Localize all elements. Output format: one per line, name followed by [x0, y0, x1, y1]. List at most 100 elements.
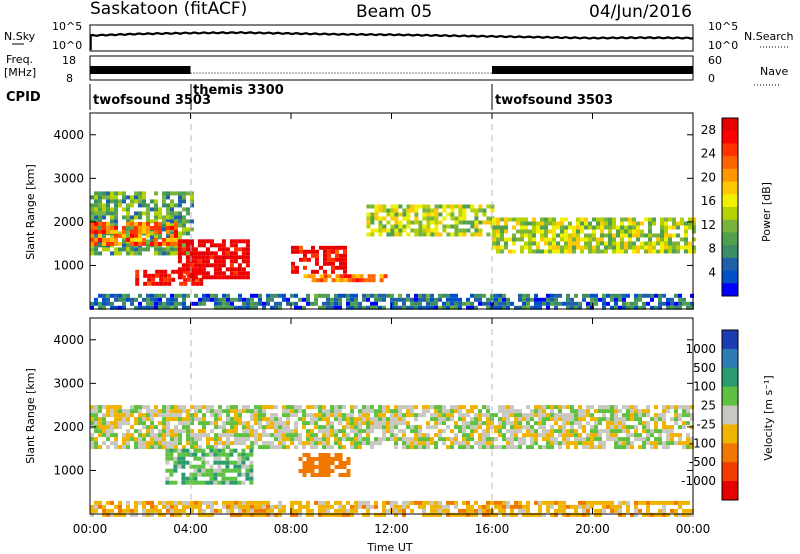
power-cell	[343, 249, 347, 254]
power-cell	[506, 301, 510, 306]
power-cell	[126, 207, 130, 212]
velocity-cell	[217, 468, 222, 473]
power-cell	[138, 191, 142, 196]
power-cell	[142, 225, 146, 230]
power-cell	[446, 232, 451, 237]
power-cell	[118, 231, 122, 236]
velocity-cell	[322, 429, 326, 434]
power-cell	[126, 231, 130, 236]
velocity-cell	[626, 508, 630, 513]
velocity-cell	[242, 508, 246, 513]
velocity-cell	[318, 453, 323, 457]
velocity-cell	[165, 476, 170, 481]
power-cell	[386, 232, 391, 237]
power-cell	[138, 305, 142, 310]
power-cell	[536, 249, 540, 254]
velocity-cell	[362, 421, 366, 426]
power-cell	[382, 293, 386, 298]
velocity-cell	[614, 425, 618, 430]
power-cell	[554, 301, 558, 306]
power-cell	[398, 228, 403, 233]
velocity-cell	[326, 441, 330, 446]
velocity-cell	[186, 421, 190, 426]
velocity-cell	[181, 480, 186, 485]
velocity-cell	[602, 441, 606, 446]
velocity-cell	[106, 413, 110, 418]
velocity-cell	[338, 453, 343, 457]
velocity-cell	[510, 413, 514, 418]
velocity-cell	[182, 429, 186, 434]
velocity-cell	[334, 405, 338, 410]
velocity-cell	[630, 405, 634, 410]
power-cell	[430, 305, 434, 310]
velocity-cell	[258, 512, 262, 517]
power-cell	[162, 241, 166, 246]
power-cell	[604, 221, 608, 226]
velocity-cell	[566, 413, 570, 418]
power-cell	[386, 293, 390, 298]
power-cell	[374, 301, 378, 306]
velocity-cell	[610, 417, 614, 422]
power-cell	[106, 301, 110, 306]
date-title: 04/Jun/2016	[589, 2, 692, 22]
velocity-cell	[154, 504, 158, 509]
power-cell	[552, 229, 556, 234]
velocity-cell	[338, 457, 343, 461]
power-cell	[554, 305, 558, 310]
power-cell	[150, 231, 154, 236]
velocity-cell	[354, 441, 358, 446]
power-cell	[189, 255, 194, 260]
power-cell	[201, 263, 206, 268]
velocity-cell	[310, 433, 314, 438]
power-cell	[406, 204, 411, 209]
power-cell	[526, 305, 530, 310]
velocity-cell	[542, 421, 546, 426]
velocity-cell	[554, 512, 558, 517]
velocity-cell	[530, 445, 534, 450]
power-cell	[584, 245, 588, 250]
power-cell	[594, 301, 598, 306]
velocity-cell	[217, 464, 222, 469]
power-cell	[245, 271, 250, 276]
power-cell	[546, 293, 550, 298]
velocity-cell	[534, 512, 538, 517]
power-cell	[520, 217, 524, 222]
power-cell	[246, 301, 250, 306]
power-cell	[394, 297, 398, 302]
velocity-cell	[686, 441, 690, 446]
velocity-cell	[558, 417, 562, 422]
velocity-cell	[210, 421, 214, 426]
velocity-cell	[150, 433, 154, 438]
power-cell	[90, 211, 94, 216]
velocity-cell	[390, 417, 394, 422]
velocity-cell	[246, 445, 250, 450]
velocity-cell	[278, 425, 282, 430]
power-cell	[608, 217, 612, 222]
power-cell	[670, 301, 674, 306]
power-cell	[233, 243, 238, 248]
power-cell	[237, 247, 242, 252]
velocity-colorbar-swatch-8	[722, 481, 738, 501]
velocity-cell	[434, 421, 438, 426]
velocity-cell	[254, 421, 258, 426]
velocity-cell	[674, 421, 678, 426]
power-cell	[390, 297, 394, 302]
power-cell	[680, 237, 684, 242]
power-cell	[170, 219, 174, 224]
power-cell	[166, 235, 170, 240]
velocity-cell	[378, 405, 382, 410]
velocity-cell	[614, 409, 618, 414]
velocity-cell	[90, 437, 94, 442]
power-cell	[564, 241, 568, 246]
velocity-cell	[374, 500, 378, 505]
power-cell	[540, 221, 544, 226]
velocity-cell	[266, 500, 270, 505]
velocity-cell	[262, 417, 266, 422]
power-cell	[394, 216, 399, 221]
power-cell	[134, 251, 138, 256]
power-cell	[94, 221, 98, 226]
velocity-cell	[278, 512, 282, 517]
power-cell	[130, 237, 134, 242]
power-cell	[504, 217, 508, 222]
power-cell	[426, 297, 430, 302]
